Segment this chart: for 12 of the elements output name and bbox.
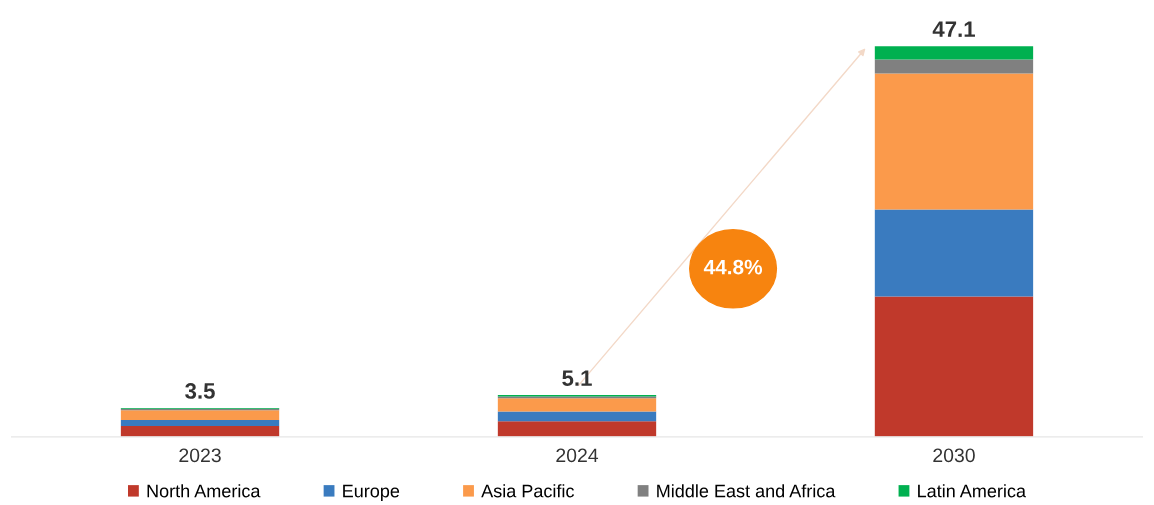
annotation: 5.1 (562, 370, 592, 386)
annotation: 3.5 (185, 383, 215, 399)
x-tick-label: 2030 (933, 448, 975, 463)
legend-label: Asia Pacific (481, 484, 574, 498)
annotation: 44.8% (703, 259, 763, 275)
x-tick-label: 2024 (556, 448, 599, 463)
legend-label: North America (147, 484, 261, 498)
annotation: 47.1 (932, 21, 975, 37)
x-tick-label: 2023 (179, 448, 221, 463)
legend-label: Europe (343, 484, 400, 501)
legend-label: Latin America (918, 484, 1027, 498)
legend-label: Middle East and Africa (657, 484, 836, 498)
